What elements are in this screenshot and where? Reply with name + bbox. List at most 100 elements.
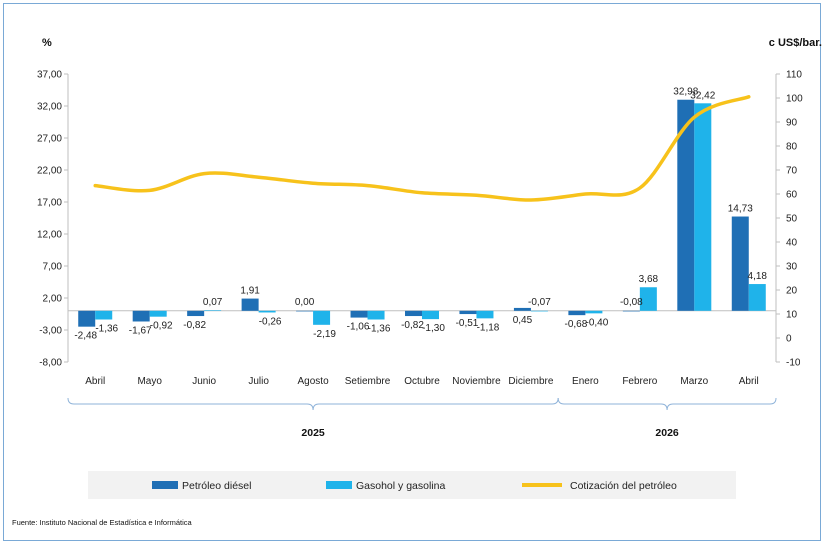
bar-diesel bbox=[622, 310, 640, 312]
bar-gasohol bbox=[149, 310, 167, 317]
category-label: Octubre bbox=[404, 376, 440, 387]
right-tick-label: 30 bbox=[786, 262, 798, 273]
right-tick-label: 100 bbox=[786, 94, 803, 105]
right-tick-label: -10 bbox=[786, 358, 801, 369]
bar-gasohol bbox=[313, 310, 331, 325]
left-tick-label: 27,00 bbox=[37, 134, 62, 145]
left-tick-label: 37,00 bbox=[37, 70, 62, 81]
data-label-diesel: -1,06 bbox=[347, 322, 370, 333]
bar-diesel bbox=[677, 99, 695, 311]
line-cotizacion-petroleo bbox=[93, 95, 751, 202]
bar-gasohol bbox=[748, 284, 766, 311]
data-label-gasohol: 32,42 bbox=[690, 90, 715, 101]
year-group-brace bbox=[557, 397, 777, 411]
bar-gasohol bbox=[258, 310, 276, 313]
category-label: Abril bbox=[85, 376, 105, 387]
data-label-diesel: 0,45 bbox=[513, 315, 533, 326]
legend-item-gasohol-label: Gasohol y gasolina bbox=[356, 480, 445, 492]
bar-diesel bbox=[459, 310, 477, 315]
right-tick-label: 80 bbox=[786, 142, 798, 153]
data-label-diesel: -0,82 bbox=[401, 320, 424, 331]
year-group-label: 2025 bbox=[301, 427, 325, 439]
category-label: Diciembre bbox=[508, 376, 553, 387]
left-tick-label: 32,00 bbox=[37, 102, 62, 113]
bar-gasohol bbox=[694, 103, 712, 311]
data-label-gasohol: 3,68 bbox=[639, 274, 659, 285]
data-label-gasohol: -0,92 bbox=[150, 321, 173, 332]
bar-diesel bbox=[568, 310, 586, 316]
bar-diesel bbox=[731, 216, 749, 311]
year-group-label: 2026 bbox=[655, 427, 679, 439]
category-label: Noviembre bbox=[452, 376, 501, 387]
bar-diesel bbox=[350, 310, 368, 318]
legend-item-diesel-label: Petróleo diésel bbox=[182, 480, 251, 492]
right-tick-label: 40 bbox=[786, 238, 798, 249]
category-label: Julio bbox=[248, 376, 269, 387]
bar-gasohol bbox=[585, 310, 603, 314]
category-label: Abril bbox=[739, 376, 759, 387]
legend-item-gasohol-swatch bbox=[326, 481, 352, 489]
bar-gasohol bbox=[639, 287, 657, 311]
bar-diesel bbox=[132, 310, 150, 322]
right-tick-label: 90 bbox=[786, 118, 798, 129]
data-label-diesel: -0,51 bbox=[456, 318, 479, 329]
category-label: Agosto bbox=[298, 376, 330, 387]
data-label-gasohol: -1,30 bbox=[422, 323, 445, 334]
bar-gasohol bbox=[530, 310, 548, 312]
bar-gasohol bbox=[95, 310, 113, 320]
right-tick-label: 20 bbox=[786, 286, 798, 297]
category-label: Marzo bbox=[680, 376, 708, 387]
left-tick-label: 17,00 bbox=[37, 198, 62, 209]
legend-item-diesel-swatch bbox=[152, 481, 178, 489]
right-tick-label: 0 bbox=[786, 334, 792, 345]
data-label-gasohol: -0,07 bbox=[528, 297, 551, 308]
legend-box bbox=[88, 471, 736, 499]
chart-frame bbox=[3, 3, 821, 541]
left-tick-label: 2,00 bbox=[43, 294, 63, 305]
data-label-gasohol: 0,07 bbox=[203, 297, 223, 308]
data-label-diesel: -1,67 bbox=[129, 325, 152, 336]
data-label-gasohol: -1,36 bbox=[368, 324, 391, 335]
data-label-gasohol: -0,40 bbox=[585, 317, 608, 328]
left-axis-unit: % bbox=[42, 37, 52, 49]
bar-gasohol bbox=[367, 310, 385, 320]
data-label-gasohol: -1,36 bbox=[95, 324, 118, 335]
left-tick-label: -3,00 bbox=[39, 326, 62, 337]
data-label-diesel: -0,68 bbox=[564, 319, 587, 330]
category-label: Mayo bbox=[137, 376, 162, 387]
bar-diesel bbox=[187, 310, 205, 317]
bar-diesel bbox=[78, 310, 96, 327]
category-label: Febrero bbox=[622, 376, 657, 387]
bar-diesel bbox=[513, 307, 531, 311]
data-label-diesel: 14,73 bbox=[728, 204, 753, 215]
data-label-diesel: -2,48 bbox=[74, 331, 97, 342]
bar-diesel bbox=[405, 310, 422, 317]
left-tick-label: 22,00 bbox=[37, 166, 62, 177]
source-note: Fuente: Instituto Nacional de Estadístic… bbox=[12, 518, 192, 527]
data-label-gasohol: -1,18 bbox=[477, 322, 500, 333]
right-tick-label: 70 bbox=[786, 166, 798, 177]
bar-gasohol bbox=[422, 310, 439, 320]
bar-gasohol bbox=[476, 310, 494, 319]
left-tick-label: 7,00 bbox=[43, 262, 63, 273]
bar-diesel bbox=[296, 310, 314, 312]
category-label: Enero bbox=[572, 376, 599, 387]
year-group-brace bbox=[67, 397, 559, 411]
bar-gasohol bbox=[204, 310, 222, 311]
data-label-gasohol: 4,18 bbox=[748, 271, 768, 282]
data-label-diesel: -0,08 bbox=[620, 297, 643, 308]
category-label: Setiembre bbox=[345, 376, 391, 387]
data-label-diesel: 0,00 bbox=[295, 297, 315, 308]
left-tick-label: 12,00 bbox=[37, 230, 62, 241]
data-label-diesel: 1,91 bbox=[240, 286, 260, 297]
data-label-gasohol: -2,19 bbox=[313, 329, 336, 340]
right-tick-label: 10 bbox=[786, 310, 798, 321]
data-label-diesel: -0,82 bbox=[183, 320, 206, 331]
right-axis-unit: c US$/bar. bbox=[769, 37, 822, 49]
right-tick-label: 50 bbox=[786, 214, 798, 225]
category-label: Junio bbox=[192, 376, 216, 387]
data-label-gasohol: -0,26 bbox=[259, 316, 282, 327]
legend-item-cotizacion-label: Cotización del petróleo bbox=[570, 480, 677, 492]
bar-diesel bbox=[241, 298, 259, 311]
